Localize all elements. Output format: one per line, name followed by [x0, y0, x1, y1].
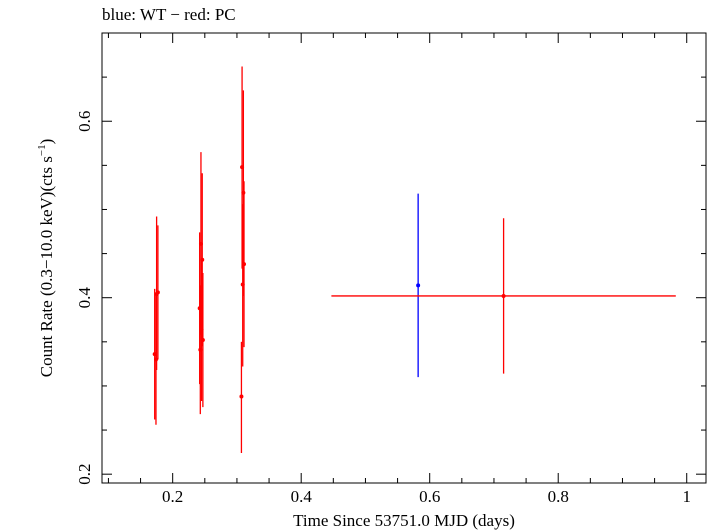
data-point [239, 394, 244, 399]
x-tick-label: 1 [682, 487, 691, 506]
y-axis-label-main: Count Rate (0.3−10.0 keV)(cts s [37, 156, 56, 377]
tick-labels: 0.2 0.4 0.6 0.8 1 0.2 0.4 0.6 [75, 111, 691, 506]
data-point [200, 338, 205, 343]
data-series [152, 66, 676, 453]
chart-title: blue: WT − red: PC [102, 5, 236, 24]
plot-frame [101, 32, 707, 484]
y-tick-label: 0.6 [75, 111, 94, 132]
x-tick-label: 0.4 [291, 487, 313, 506]
series-wt [416, 193, 421, 378]
x-axis-label: Time Since 53751.0 MJD (days) [293, 511, 515, 530]
axis-ticks [102, 32, 706, 483]
y-axis-label-sup: −1 [36, 144, 48, 156]
y-tick-label: 0.4 [75, 287, 94, 309]
data-point [501, 293, 506, 298]
data-point [200, 257, 205, 262]
y-tick-label: 0.2 [75, 464, 94, 485]
x-tick-label: 0.2 [162, 487, 183, 506]
data-point [242, 262, 247, 267]
y-axis-label-end: ) [37, 139, 56, 145]
y-axis-label: Count Rate (0.3−10.0 keV)(cts s−1) [36, 139, 56, 378]
x-tick-label: 0.6 [419, 487, 440, 506]
data-point [155, 290, 160, 295]
x-tick-label: 0.8 [548, 487, 569, 506]
data-point [416, 283, 421, 288]
series-pc [152, 66, 676, 453]
